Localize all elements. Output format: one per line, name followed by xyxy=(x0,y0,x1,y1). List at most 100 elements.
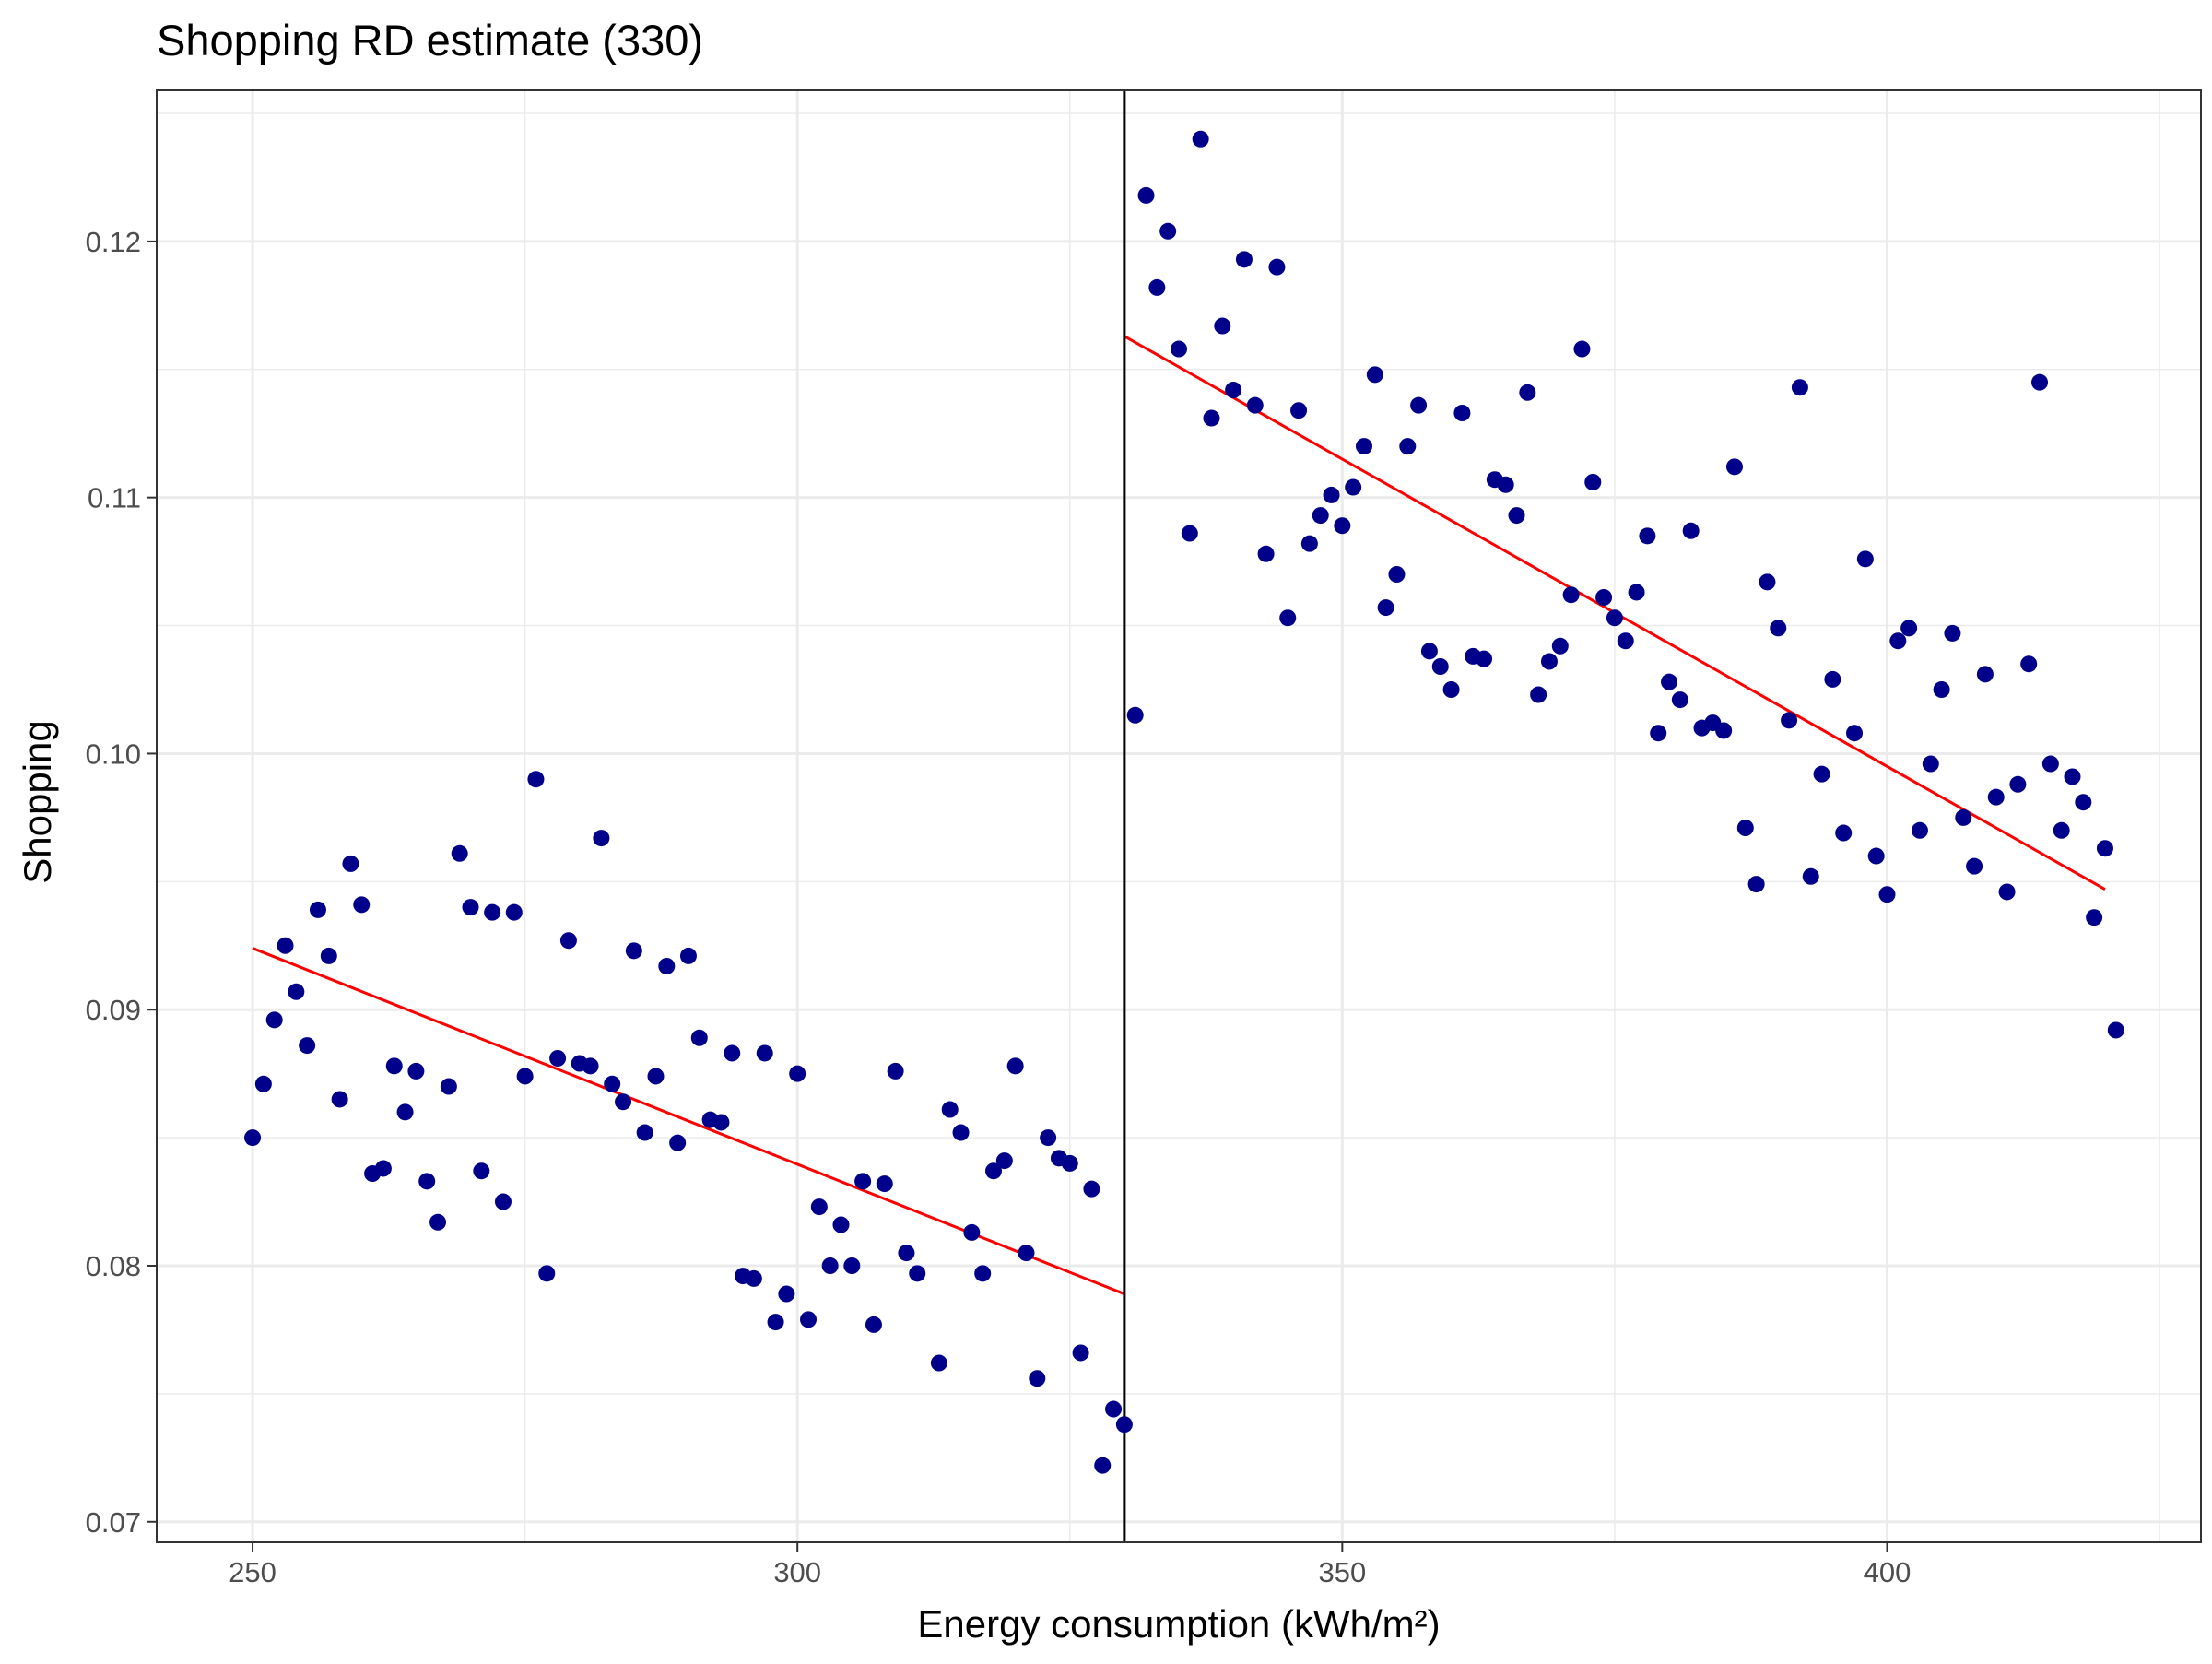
x-tick-label: 350 xyxy=(1318,1556,1366,1588)
data-point xyxy=(800,1311,818,1328)
data-point xyxy=(1671,691,1688,709)
data-point xyxy=(484,903,501,921)
data-point xyxy=(1159,222,1177,240)
data-point xyxy=(1813,765,1830,783)
data-point xyxy=(1835,824,1853,842)
data-point xyxy=(1802,867,1819,885)
data-point xyxy=(1519,384,1536,401)
data-point xyxy=(963,1223,981,1241)
data-point xyxy=(952,1124,970,1141)
data-point xyxy=(1388,566,1406,583)
data-point xyxy=(1846,725,1864,742)
data-point xyxy=(288,983,305,1000)
data-point xyxy=(516,1068,534,1085)
data-point xyxy=(1606,609,1623,627)
data-point xyxy=(679,947,697,964)
data-point xyxy=(930,1354,947,1372)
data-point xyxy=(636,1124,653,1141)
data-point xyxy=(1203,409,1220,427)
data-point xyxy=(974,1265,992,1282)
data-point xyxy=(1987,788,2005,806)
data-point xyxy=(876,1175,893,1193)
data-point xyxy=(1791,379,1808,396)
data-point xyxy=(276,937,294,954)
data-point xyxy=(1770,620,1787,637)
data-point xyxy=(1878,886,1896,903)
data-point xyxy=(1562,586,1580,604)
points xyxy=(244,130,2124,1474)
data-point xyxy=(1334,517,1351,535)
x-tick-label: 300 xyxy=(773,1556,821,1588)
data-point xyxy=(898,1245,915,1262)
data-point xyxy=(2075,794,2092,811)
data-point xyxy=(647,1068,665,1085)
data-point xyxy=(1682,522,1700,539)
data-point xyxy=(985,1162,1003,1180)
data-point xyxy=(440,1078,457,1095)
data-point xyxy=(1214,317,1231,335)
data-point xyxy=(1006,1057,1024,1075)
data-point xyxy=(1410,396,1428,414)
data-point xyxy=(1856,550,1874,568)
data-point xyxy=(1268,258,1286,276)
data-point xyxy=(2041,755,2059,773)
data-point xyxy=(821,1257,839,1274)
data-point xyxy=(1126,706,1144,724)
data-point xyxy=(1617,632,1634,650)
data-point xyxy=(865,1316,882,1333)
data-point xyxy=(1736,820,1754,836)
data-point xyxy=(1323,486,1340,503)
data-point xyxy=(1377,599,1394,617)
data-point xyxy=(1573,340,1591,358)
data-point xyxy=(1345,478,1362,496)
data-point xyxy=(843,1257,861,1274)
data-point xyxy=(1029,1370,1046,1387)
data-point xyxy=(385,1057,403,1075)
data-point xyxy=(756,1044,773,1062)
data-point xyxy=(854,1173,872,1190)
data-point xyxy=(767,1314,784,1331)
data-point xyxy=(1911,821,1928,839)
data-point xyxy=(615,1093,632,1111)
data-point xyxy=(658,958,676,974)
data-point xyxy=(2053,821,2070,839)
data-point xyxy=(593,830,610,847)
data-point xyxy=(887,1062,904,1080)
data-point xyxy=(1933,681,1950,698)
data-point xyxy=(1137,186,1155,204)
data-point xyxy=(1431,658,1449,675)
data-point xyxy=(1399,438,1417,455)
data-point xyxy=(342,855,359,872)
data-point xyxy=(299,1037,316,1055)
data-point xyxy=(810,1198,828,1216)
axes: 250 300 350 400 0.07 0.08 0.09 0.10 0.11 0.12 xyxy=(86,226,1912,1588)
data-point xyxy=(582,1057,599,1075)
data-point xyxy=(2009,775,2027,793)
data-point xyxy=(1497,476,1514,493)
y-tick-label: 0.10 xyxy=(86,738,141,770)
data-point xyxy=(353,896,371,914)
x-axis-title: Energy consumption (kWh/m²) xyxy=(917,1602,1440,1646)
data-point xyxy=(1366,366,1383,384)
data-point xyxy=(1976,666,1994,683)
data-point xyxy=(1781,712,1798,729)
data-point xyxy=(1312,507,1329,525)
data-point xyxy=(1540,653,1558,670)
data-point xyxy=(1115,1416,1133,1434)
data-point xyxy=(1355,438,1372,455)
data-point xyxy=(1040,1129,1057,1147)
data-point xyxy=(1061,1154,1078,1172)
data-point xyxy=(941,1101,959,1118)
data-point xyxy=(909,1265,926,1282)
data-point xyxy=(1181,525,1198,542)
data-point xyxy=(1661,673,1678,690)
data-point xyxy=(1094,1457,1112,1474)
data-point xyxy=(1476,650,1493,667)
data-point xyxy=(538,1265,556,1282)
data-point xyxy=(2064,768,2081,785)
data-point xyxy=(1508,507,1525,525)
data-point xyxy=(451,844,468,862)
data-point xyxy=(1584,474,1602,490)
data-point xyxy=(2086,909,2103,926)
fit-lines xyxy=(252,335,2106,1295)
